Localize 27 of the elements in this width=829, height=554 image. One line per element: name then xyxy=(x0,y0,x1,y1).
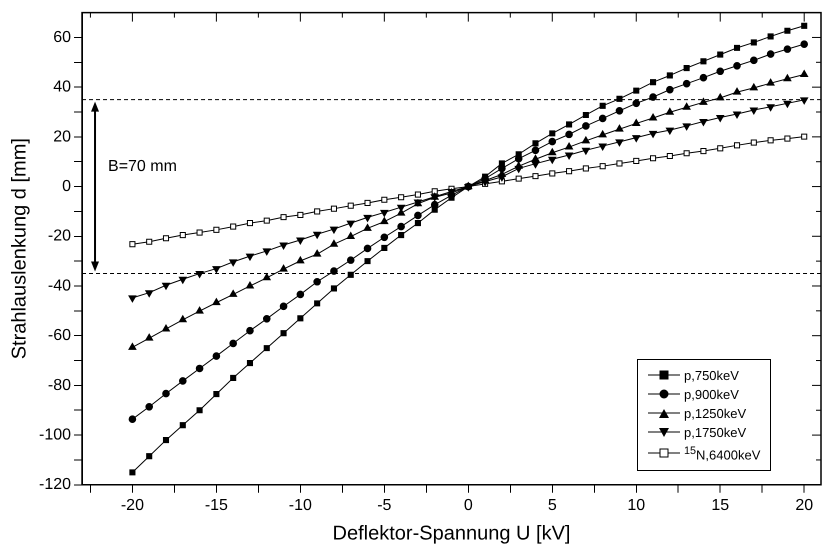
y-tick-label: -80 xyxy=(48,376,72,394)
x-axis-title: Deflektor-Spannung U [kV] xyxy=(332,522,570,545)
x-tick-label: -20 xyxy=(120,496,144,514)
x-tick-label: 5 xyxy=(548,496,557,514)
legend-label: p,1750keV xyxy=(684,424,746,442)
y-tick-label: -60 xyxy=(48,327,72,344)
x-tick-label: 20 xyxy=(795,496,814,514)
y-tick-label: 40 xyxy=(53,78,72,96)
x-tick-label: -15 xyxy=(204,496,228,514)
x-tick-label: -5 xyxy=(377,496,392,514)
y-tick-label: 20 xyxy=(53,128,72,146)
y-tick-label: 0 xyxy=(62,178,72,195)
y-tick-label: -40 xyxy=(48,277,72,294)
legend-label: $^{15}$N,6400keV xyxy=(684,444,760,464)
legend-label: p,750keV xyxy=(684,366,739,385)
y-axis-title: Strahlauslenkung d [mm] xyxy=(8,138,31,360)
x-tick-label: -10 xyxy=(288,496,312,514)
x-tick-label: 10 xyxy=(627,496,646,514)
annotation: B=70 mm xyxy=(108,158,177,176)
legend-label: p,900keV xyxy=(684,386,739,404)
legend-label: p,1250keV xyxy=(684,404,746,423)
y-tick-label: -20 xyxy=(48,228,72,245)
x-tick-label: 0 xyxy=(464,496,473,514)
y-tick-label: -100 xyxy=(38,426,72,444)
y-tick-label: 60 xyxy=(53,28,72,46)
y-tick-label: -120 xyxy=(38,476,72,494)
x-tick-label: 15 xyxy=(711,496,730,514)
